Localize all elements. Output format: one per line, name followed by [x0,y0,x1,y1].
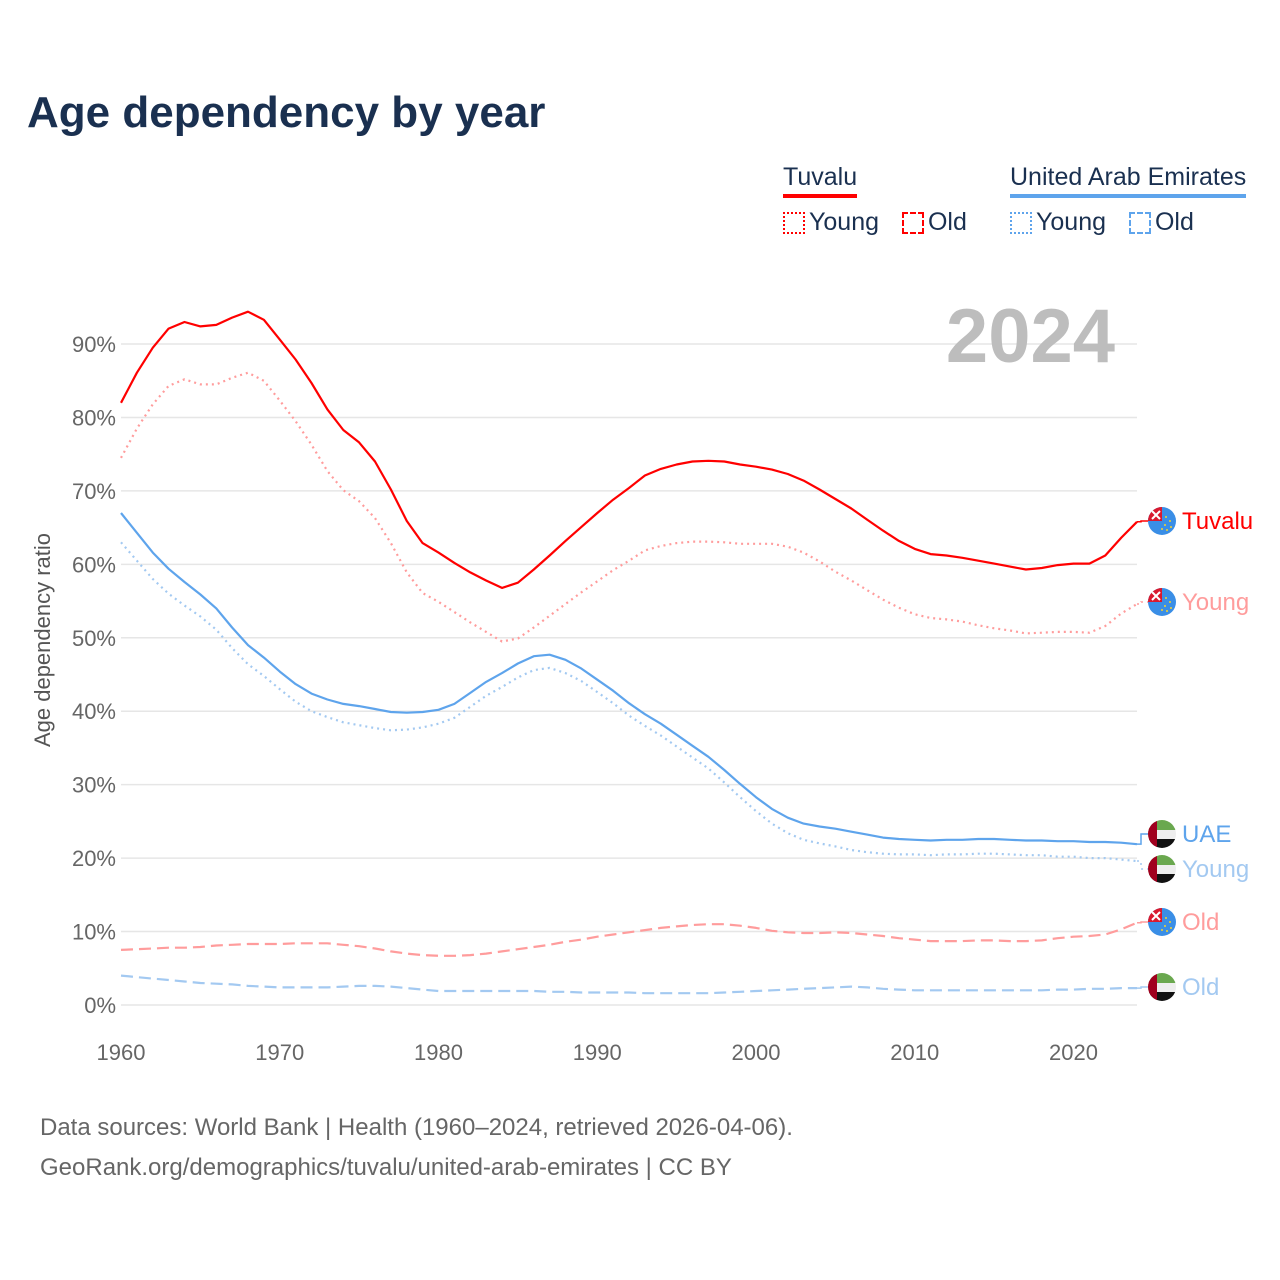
tuvalu-flag-icon [1148,588,1176,616]
x-tick-label: 2010 [890,1040,939,1065]
legend-label: Young [809,208,879,236]
y-tick-label: 0% [84,993,116,1018]
end-label: Tuvalu [1182,508,1253,535]
x-tick-label: 1960 [97,1040,146,1065]
legend-label: Young [1036,208,1106,236]
series-line-united-arab-emirates[interactable] [120,512,1138,846]
legend-item-uae-young[interactable]: Young [1010,208,1106,237]
x-axis: 1960 1970 1980 1990 2000 2010 2020 [97,1040,1098,1065]
series-lines [120,310,1138,995]
uae-flag-icon [1148,820,1176,848]
chart-title: Age dependency by year [27,88,546,137]
legend-label: Old [927,208,967,236]
y-tick-label: 20% [72,846,116,871]
end-label: UAE [1182,821,1231,848]
y-tick-label: 60% [72,552,116,577]
legend-country-tuvalu[interactable]: Tuvalu [783,163,858,198]
legend-group-tuvalu: Tuvalu Young Old [783,163,983,241]
y-tick-label: 70% [72,479,116,504]
legend-item-tuvalu-young[interactable]: Young [783,208,879,237]
label-connector [1137,921,1148,924]
label-connector [1137,860,1148,870]
x-tick-label: 2020 [1049,1040,1098,1065]
x-tick-label: 1970 [255,1040,304,1065]
x-tick-label: 1980 [414,1040,463,1065]
series-line-tuvalu-young[interactable] [120,371,1138,643]
series-line-tuvalu-old[interactable] [120,921,1138,957]
y-tick-label: 50% [72,626,116,651]
y-tick-label: 30% [72,773,116,798]
legend-item-uae-old[interactable]: Old [1128,208,1194,237]
y-axis: 0% 10% 20% 30% 40% 50% 60% 70% 80% 90% [72,332,116,1018]
grid-lines [121,343,1137,1006]
x-tick-label: 2000 [732,1040,781,1065]
label-connector [1137,520,1148,523]
y-tick-label: 10% [72,920,116,945]
uae-flag-icon [1148,973,1176,1001]
series-line-united-arab-emirates-old[interactable] [120,974,1137,995]
label-connector [1137,601,1148,605]
x-tick-label: 1990 [573,1040,622,1065]
legend-label: Old [1154,208,1194,236]
y-tick-label: 80% [72,405,116,430]
legend-country-uae[interactable]: United Arab Emirates [1010,163,1247,198]
end-label: Old [1182,909,1219,936]
dotted-swatch-icon [1010,211,1032,234]
legend-group-uae: United Arab Emirates Young Old [1010,163,1247,241]
end-label: Young [1182,589,1249,616]
legend-item-tuvalu-old[interactable]: Old [901,208,967,237]
source-url[interactable]: GeoRank.org/demographics/tuvalu/united-a… [40,1154,732,1181]
source-note: Data sources: World Bank | Health (1960–… [40,1108,793,1188]
dashed-swatch-icon [901,211,924,234]
label-connector [1137,833,1148,845]
tuvalu-flag-icon [1148,908,1176,936]
y-axis-label: Age dependency ratio [30,533,55,747]
year-watermark: 2024 [946,294,1115,379]
end-label: Old [1182,974,1219,1001]
end-label: Young [1182,856,1249,883]
series-line-tuvalu[interactable] [120,310,1138,589]
label-connector [1137,986,1148,989]
tuvalu-flag-icon [1148,507,1176,535]
end-labels: Tuvalu Young UAE Young Old Old [1137,507,1253,1001]
dashed-swatch-icon [1128,211,1151,234]
y-tick-label: 40% [72,699,116,724]
series-line-united-arab-emirates-young[interactable] [120,541,1138,863]
dotted-swatch-icon [783,211,805,234]
source-line: Data sources: World Bank | Health (1960–… [40,1114,793,1141]
uae-flag-icon [1148,855,1176,883]
y-tick-label: 90% [72,332,116,357]
line-chart: 2024 0%10%20%30%40%50%60%70%80%90% 1960 1… [30,294,1253,1065]
